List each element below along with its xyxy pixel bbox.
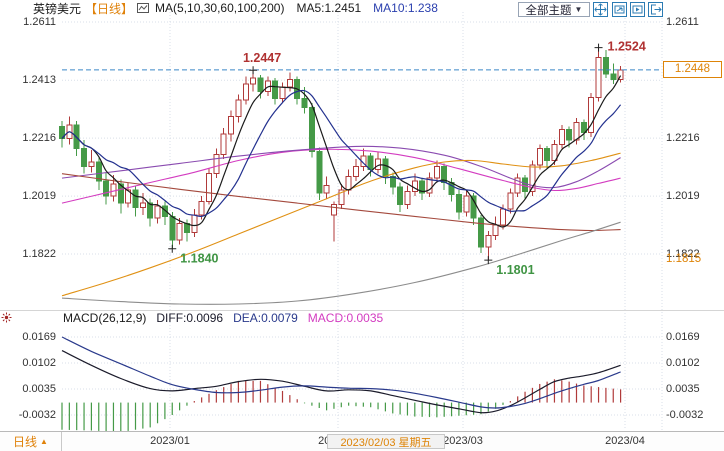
month-tick-label: 2023/04 — [605, 435, 645, 447]
chevron-down-icon: ▼ — [574, 5, 583, 14]
ma10-value-label: MA10:1.238 — [373, 1, 438, 15]
macd-value-label: MACD:0.0035 — [307, 310, 384, 325]
theme-dropdown-label: 全部主题 — [525, 4, 572, 17]
diff-line — [61, 350, 621, 414]
macd-tick-label: 0.0169 — [22, 331, 56, 343]
price-tick-label: 1.2019 — [666, 190, 700, 203]
price-tick-label: 1.2216 — [666, 132, 700, 145]
price-tick-label: 1.2413 — [22, 74, 56, 87]
ma-gray-line — [61, 221, 621, 305]
macd-tick-label: -0.0032 — [18, 409, 56, 421]
macd-layer — [61, 336, 622, 433]
zoom-window-button[interactable] — [612, 2, 627, 17]
symbol-name: 英镑美元 — [33, 1, 82, 16]
axis-low-marker-label: 1.1815 — [666, 253, 702, 266]
ma-settings-label: MA(5,10,30,60,100,200) — [155, 1, 285, 15]
pan-tool-icon — [593, 2, 608, 17]
price-tick-label: 1.2611 — [666, 16, 699, 28]
month-tick-label: 2023/01 — [150, 435, 190, 447]
ma-overlays-layer — [61, 75, 622, 305]
ma-magenta-line — [61, 148, 621, 204]
macd-tick-label: 0.0102 — [22, 357, 56, 369]
price-tick-label: 1.1822 — [22, 248, 56, 260]
price-tick-label: 1.2216 — [22, 132, 56, 145]
exit-chart-button[interactable] — [648, 2, 663, 17]
price-annotation: 1.1801 — [496, 263, 534, 277]
macd-title: MACD(26,12,9) — [63, 310, 147, 325]
ma5-value-label: MA5:1.2451 — [296, 1, 362, 15]
annotations-layer: 1.2447 1.2524 1.1840 1.1801 — [168, 40, 646, 277]
current-price-box: 1.2448 — [663, 60, 722, 78]
macd-header: MACD(26,12,9) DIFF:0.0096 DEA:0.0079 MAC… — [63, 310, 384, 325]
price-annotation: 1.2524 — [608, 40, 646, 54]
macd-diff-label: DIFF:0.0096 — [156, 310, 224, 325]
dea-line — [61, 336, 621, 409]
chart-header: 英镑美元 【日线】 MA(5,10,30,60,100,200) MA5:1.2… — [33, 1, 438, 16]
macd-tick-label: 0.0035 — [666, 383, 700, 395]
play-forward-icon — [630, 2, 645, 17]
period-tag: 【日线】 — [85, 1, 134, 16]
period-selector-label: 日线 — [13, 435, 38, 449]
ma10-line — [61, 89, 622, 218]
macd-tick-label: 0.0035 — [22, 383, 56, 395]
exit-chart-icon — [648, 2, 663, 17]
ma-brown-line — [61, 173, 621, 232]
indicator-settings-icon[interactable] — [1, 310, 12, 328]
ma5-line — [61, 75, 622, 228]
macd-tick-label: 0.0102 — [666, 357, 700, 369]
month-tick-label: 2023/03 — [443, 435, 483, 447]
triangle-up-icon: ▲ — [40, 437, 48, 446]
zoom-window-icon — [612, 2, 627, 17]
price-annotation: 1.1840 — [180, 252, 218, 266]
price-annotation: 1.2447 — [243, 51, 281, 65]
macd-tick-label: -0.0032 — [666, 409, 704, 421]
candles-layer — [59, 47, 624, 261]
price-tick-label: 1.2019 — [22, 190, 56, 203]
ma-orange-line — [61, 152, 621, 297]
ma-violet-line — [61, 145, 621, 189]
pane-divider — [0, 310, 724, 311]
period-selector-button[interactable]: 日线 ▲ — [0, 432, 62, 451]
gridlines-layer — [62, 12, 663, 430]
indicator-chart-icon — [137, 2, 150, 14]
current-price-value: 1.2448 — [674, 63, 711, 76]
macd-dea-label: DEA:0.0079 — [233, 310, 298, 325]
price-tick-label: 1.1822 — [666, 248, 700, 260]
pan-tool-button[interactable] — [593, 2, 608, 17]
crosshair-date-tooltip: 2023/02/03 星期五 — [327, 434, 445, 449]
price-tick-label: 1.2611 — [23, 16, 56, 28]
play-forward-button[interactable] — [630, 2, 645, 17]
macd-tick-label: 0.0169 — [666, 331, 700, 343]
theme-dropdown[interactable]: 全部主题 ▼ — [518, 2, 590, 17]
